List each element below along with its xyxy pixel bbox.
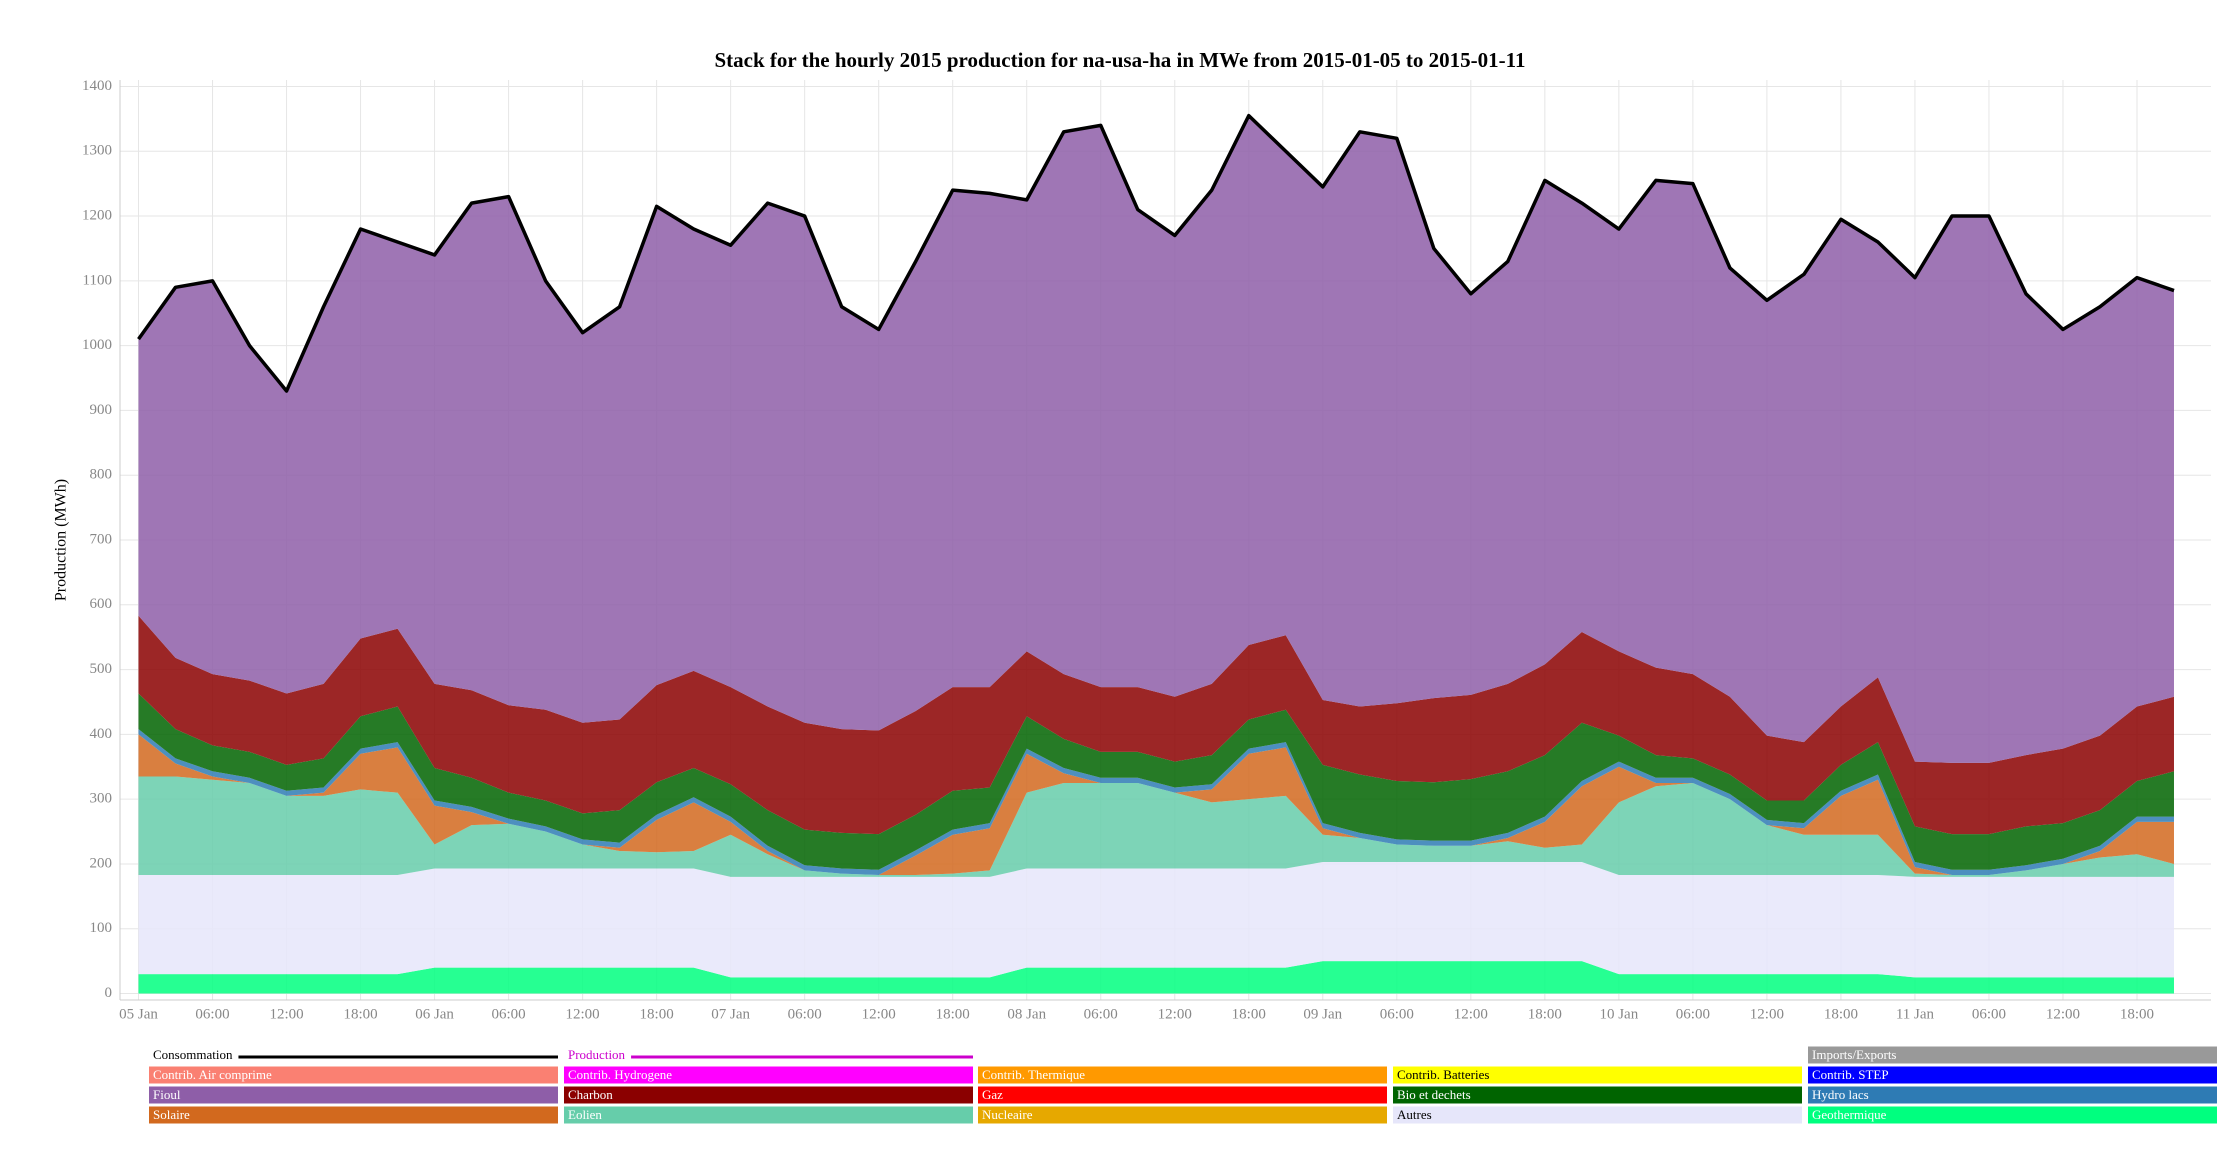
legend-label: Solaire — [153, 1107, 190, 1122]
x-tick-label: 07 Jan — [711, 1006, 750, 1022]
x-tick-label: 08 Jan — [1007, 1006, 1046, 1022]
legend-label: Gaz — [982, 1087, 1003, 1102]
consumption-line — [137, 113, 2175, 393]
legend-swatch — [1393, 1086, 1802, 1104]
legend-label: Hydro lacs — [1812, 1087, 1869, 1102]
x-tick-label: 06:00 — [1084, 1006, 1118, 1022]
y-tick-label: 1400 — [82, 78, 112, 94]
area — [138, 615, 2174, 835]
legend-label: Geothermique — [1812, 1107, 1887, 1122]
x-tick-label: 12:00 — [1158, 1006, 1192, 1022]
x-tick-label: 06:00 — [195, 1006, 229, 1022]
x-tick-label: 12:00 — [566, 1006, 600, 1022]
legend-swatch — [1808, 1066, 2217, 1084]
x-tick-label: 06 Jan — [415, 1006, 454, 1022]
x-tick-label: 10 Jan — [1599, 1006, 1638, 1022]
area — [138, 862, 2174, 978]
chart-title: Stack for the hourly 2015 production for… — [714, 48, 1525, 72]
legend-label: Imports/Exports — [1812, 1047, 1897, 1062]
x-tick-label: 12:00 — [2046, 1006, 2080, 1022]
x-tick-label: 12:00 — [1750, 1006, 1784, 1022]
legend-swatch — [978, 1086, 1387, 1104]
legend-label: Charbon — [568, 1087, 613, 1102]
y-tick-label: 400 — [90, 726, 113, 742]
area — [138, 693, 2174, 870]
legend-swatch — [978, 1066, 1387, 1084]
legend-swatch — [1808, 1086, 2217, 1104]
legend-swatch — [1808, 1046, 2217, 1064]
x-tick-label: 05 Jan — [119, 1006, 158, 1022]
legend-label: Fioul — [153, 1087, 181, 1102]
x-tick-label: 18:00 — [343, 1006, 377, 1022]
y-tick-label: 300 — [90, 791, 113, 807]
legend-swatch — [1393, 1066, 1802, 1084]
y-tick-label: 0 — [105, 985, 113, 1001]
area — [138, 734, 2174, 875]
y-tick-label: 900 — [90, 402, 113, 418]
x-tick-label: 18:00 — [1824, 1006, 1858, 1022]
y-tick-label: 1300 — [82, 143, 112, 159]
x-tick-label: 06:00 — [492, 1006, 526, 1022]
area — [138, 115, 2174, 763]
legend-swatch — [149, 1066, 558, 1084]
x-tick-label: 12:00 — [862, 1006, 896, 1022]
y-tick-label: 100 — [90, 920, 113, 936]
legend-label: Contrib. Hydrogene — [568, 1067, 672, 1082]
x-tick-label: 18:00 — [936, 1006, 970, 1022]
y-tick-label: 700 — [90, 531, 113, 547]
area — [138, 776, 2174, 877]
x-tick-label: 18:00 — [1232, 1006, 1266, 1022]
legend-swatch — [149, 1086, 558, 1104]
x-tick-label: 12:00 — [1454, 1006, 1488, 1022]
y-tick-label: 500 — [90, 661, 113, 677]
x-tick-label: 06:00 — [788, 1006, 822, 1022]
x-tick-label: 18:00 — [1528, 1006, 1562, 1022]
legend-label: Contrib. Batteries — [1397, 1067, 1489, 1082]
legend-label: Contrib. Thermique — [982, 1067, 1085, 1082]
legend-swatch — [1808, 1106, 2217, 1124]
legend-label: Production — [568, 1047, 626, 1062]
legend-swatch — [978, 1106, 1387, 1124]
x-tick-label: 06:00 — [1972, 1006, 2006, 1022]
x-tick-label: 18:00 — [640, 1006, 674, 1022]
legend-swatch — [149, 1106, 558, 1124]
legend-label: Consommation — [153, 1047, 233, 1062]
x-tick-label: 06:00 — [1676, 1006, 1710, 1022]
area — [138, 961, 2174, 994]
y-tick-label: 200 — [90, 855, 113, 871]
x-tick-label: 09 Jan — [1303, 1006, 1342, 1022]
y-tick-label: 1000 — [82, 337, 112, 353]
legend-swatch — [564, 1066, 973, 1084]
legend-swatch — [1393, 1106, 1802, 1124]
y-tick-label: 1100 — [83, 272, 112, 288]
legend-label: Autres — [1397, 1107, 1432, 1122]
y-tick-label: 600 — [90, 596, 113, 612]
x-tick-label: 12:00 — [269, 1006, 303, 1022]
y-axis-title: Production (MWh) — [53, 479, 70, 601]
legend-label: Eolien — [568, 1107, 602, 1122]
legend-swatch — [564, 1086, 973, 1104]
legend-label: Contrib. Air comprime — [153, 1067, 272, 1082]
legend-label: Bio et dechets — [1397, 1087, 1471, 1102]
y-tick-label: 800 — [90, 467, 113, 483]
y-tick-label: 1200 — [82, 207, 112, 223]
x-tick-label: 06:00 — [1380, 1006, 1414, 1022]
legend-label: Contrib. STEP — [1812, 1067, 1889, 1082]
x-tick-label: 11 Jan — [1896, 1006, 1935, 1022]
legend-swatch — [564, 1106, 973, 1124]
legend-label: Nucleaire — [982, 1107, 1033, 1122]
x-tick-label: 18:00 — [2120, 1006, 2154, 1022]
